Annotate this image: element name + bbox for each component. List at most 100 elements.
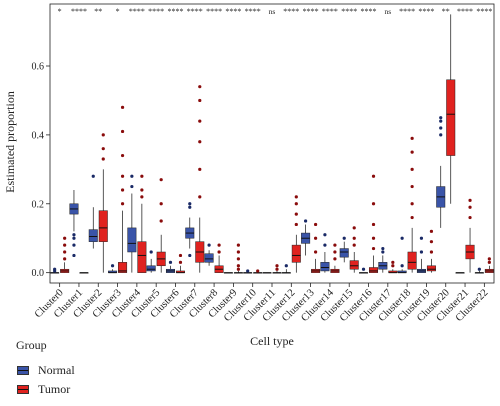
outlier-point [429, 250, 434, 254]
outlier-point [439, 133, 443, 137]
x-axis-label: Cell type [250, 334, 294, 348]
significance-label: **** [187, 7, 203, 16]
outlier-point [439, 116, 443, 120]
box-tumor [349, 260, 359, 270]
outlier-point [275, 264, 279, 268]
legend-swatch-normal [17, 366, 29, 375]
outlier-point [410, 136, 414, 140]
box-tumor [118, 262, 128, 273]
outlier-point [487, 260, 491, 264]
significance-label: **** [399, 7, 415, 16]
significance-label: **** [457, 7, 473, 16]
outlier-point [284, 264, 288, 268]
outlier-point [410, 184, 414, 189]
outlier-point [120, 188, 125, 192]
outlier-point [391, 260, 395, 264]
outlier-point [140, 188, 144, 192]
legend-swatch-tumor [17, 385, 29, 394]
outlier-point [468, 198, 472, 202]
outlier-point [419, 236, 424, 240]
significance-label: ns [384, 7, 391, 16]
significance-label: **** [71, 7, 87, 16]
box-tumor [407, 251, 417, 270]
significance-label: **** [283, 7, 299, 16]
outlier-point [294, 195, 298, 199]
outlier-point [314, 250, 318, 254]
outlier-point [236, 267, 240, 271]
outlier-point [120, 153, 125, 158]
box-normal [320, 262, 330, 272]
box-tumor [369, 267, 379, 273]
outlier-point [236, 250, 240, 254]
outlier-point [371, 236, 376, 240]
outlier-point [63, 257, 67, 261]
outlier-point [439, 126, 443, 130]
legend-item-tumor: Tumor [14, 380, 134, 399]
outlier-point [371, 246, 376, 251]
outlier-point [410, 215, 414, 220]
outlier-point [130, 184, 134, 189]
outlier-point [381, 246, 385, 251]
outlier-point [333, 243, 337, 247]
outlier-point [361, 267, 366, 271]
outlier-point [275, 267, 279, 271]
outlier-point [120, 105, 125, 109]
outlier-point [198, 167, 202, 171]
outlier-point [342, 236, 346, 240]
outlier-point [236, 243, 240, 247]
outlier-point [246, 269, 250, 273]
outlier-point [149, 250, 153, 254]
outlier-point [188, 253, 192, 258]
outlier-point [429, 240, 434, 244]
outlier-point [63, 250, 67, 254]
outlier-point [120, 174, 125, 178]
box-tumor [137, 241, 147, 273]
outlier-point [468, 215, 472, 220]
outlier-point [140, 195, 144, 199]
significance-label: **** [418, 7, 434, 16]
outlier-point [63, 243, 67, 247]
outlier-point [314, 236, 318, 240]
y-tick-label: 0.4 [32, 130, 45, 141]
significance-label: **** [476, 7, 492, 16]
outlier-point [168, 260, 173, 264]
outlier-point [352, 243, 356, 247]
significance-label: * [58, 7, 62, 16]
outlier-point [400, 264, 404, 268]
outlier-point [419, 250, 424, 254]
legend-item-normal: Normal [14, 361, 134, 380]
outlier-point [371, 174, 376, 178]
outlier-point [140, 174, 144, 178]
significance-label: **** [167, 7, 183, 16]
significance-label: **** [245, 7, 261, 16]
outlier-point [333, 257, 337, 261]
y-tick-label: 0.6 [32, 62, 45, 73]
significance-label: ** [442, 7, 450, 16]
outlier-point [294, 222, 298, 227]
outlier-point [256, 269, 260, 273]
significance-label: **** [322, 7, 338, 16]
outlier-point [381, 250, 385, 254]
outlier-point [198, 119, 202, 123]
legend-title: Group [16, 338, 47, 352]
outlier-point [217, 250, 221, 254]
outlier-point [72, 243, 76, 247]
outlier-point [323, 243, 327, 247]
box-normal [339, 248, 349, 258]
outlier-point [72, 233, 76, 237]
box-tumor [291, 244, 301, 263]
outlier-point [101, 147, 105, 151]
box-normal [88, 229, 98, 242]
outlier-point [333, 250, 337, 254]
outlier-point [198, 140, 202, 144]
outlier-point [63, 236, 67, 240]
outlier-point [198, 85, 202, 89]
outlier-point [400, 236, 404, 240]
outlier-point [101, 157, 105, 161]
outlier-point [120, 129, 125, 134]
outlier-point [323, 233, 327, 237]
outlier-point [294, 212, 298, 216]
significance-label: * [116, 7, 120, 16]
plot-area: 0.00.20.40.6Cluster0Cluster1Cluster2Clus… [32, 3, 495, 324]
